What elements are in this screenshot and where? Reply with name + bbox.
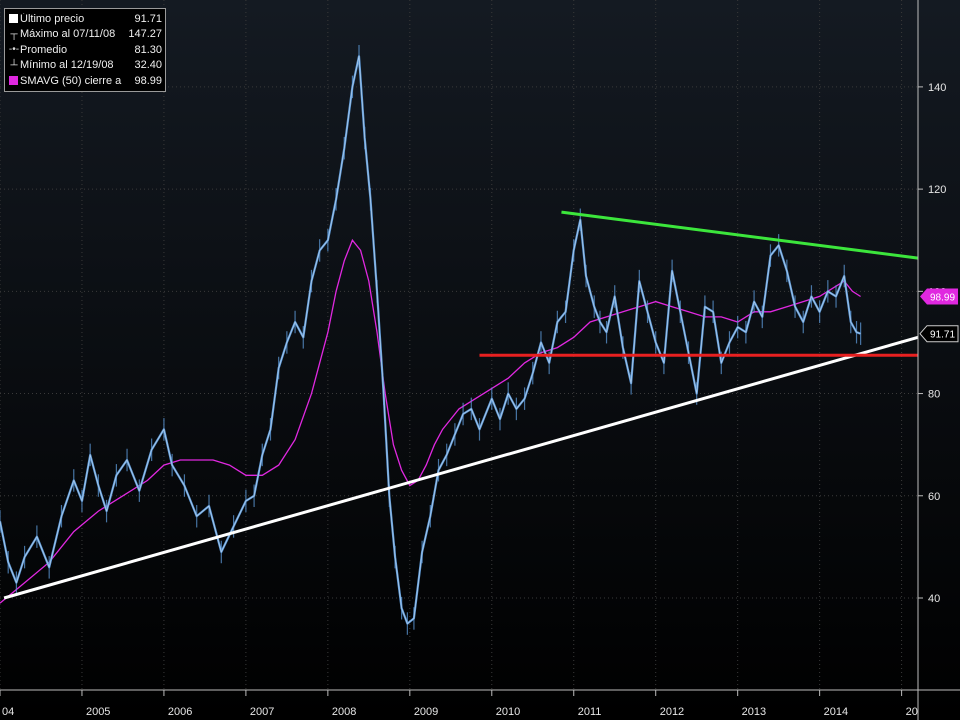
legend-value: 98.99 — [134, 74, 162, 87]
value-tag-label: 91.71 — [930, 330, 955, 341]
legend-row: -•- Promedio 81.30 — [8, 42, 162, 58]
legend-label: Último precio — [20, 12, 85, 25]
minus-box-icon — [9, 14, 18, 24]
resistance-trendline — [561, 210, 919, 260]
y-tick-label: 140 — [928, 82, 946, 94]
x-tick-label: 2009 — [414, 706, 438, 718]
x-tick-label: 2007 — [250, 706, 274, 718]
value-tag-label: 98.99 — [930, 292, 955, 303]
legend-row: ┬ Máximo al 07/11/08 147.27 — [8, 27, 162, 43]
x-tick-label: 2006 — [168, 706, 192, 718]
legend-label: Mínimo al 12/19/08 — [20, 59, 114, 72]
support-trendline — [3, 335, 919, 600]
legend-value: 32.40 — [134, 59, 162, 72]
sma-swatch-icon — [9, 76, 18, 86]
x-tick-label: 20 — [906, 706, 918, 718]
legend-row: SMAVG (50) cierre a 98.99 — [8, 73, 162, 89]
x-tick-label: 2010 — [496, 706, 520, 718]
value-tag: 98.99 — [920, 288, 958, 305]
legend-value: 91.71 — [134, 12, 162, 25]
sma-series — [0, 238, 861, 604]
x-tick-label: 2012 — [660, 706, 684, 718]
min-marker-icon: ┴ — [10, 59, 18, 71]
legend: Último precio 91.71 ┬ Máximo al 07/11/08 147… — [4, 8, 166, 92]
legend-value: 81.30 — [134, 43, 162, 56]
y-tick-label: 60 — [928, 491, 940, 503]
legend-value: 147.27 — [128, 28, 162, 41]
value-tag-box — [919, 325, 959, 343]
price-series — [0, 44, 862, 635]
legend-label: Máximo al 07/11/08 — [20, 28, 116, 41]
sma-line — [0, 238, 861, 604]
y-tick-label: 120 — [928, 184, 946, 196]
x-tick-label: 04 — [2, 706, 14, 718]
y-tick-label: 40 — [928, 593, 940, 605]
legend-row: ┴ Mínimo al 12/19/08 32.40 — [8, 58, 162, 74]
legend-label: SMAVG (50) cierre a — [20, 74, 122, 87]
legend-label: Promedio — [20, 43, 68, 56]
x-tick-label: 2005 — [86, 706, 110, 718]
value-tag-box — [920, 288, 958, 305]
price-highlight-line — [0, 55, 861, 624]
x-tick-label: 2011 — [578, 706, 602, 718]
value-tags: 98.99 91.71 — [919, 288, 959, 343]
x-tick-label: 2014 — [824, 706, 848, 718]
value-tag: 91.71 — [919, 325, 959, 343]
max-marker-icon: ┬ — [10, 28, 18, 40]
avg-marker-icon: -•- — [8, 44, 20, 56]
y-tick-label: 80 — [928, 389, 940, 401]
trendlines — [3, 210, 919, 600]
legend-row: Último precio 91.71 — [8, 11, 162, 27]
x-tick-label: 2013 — [742, 706, 766, 718]
x-tick-label: 2008 — [332, 706, 356, 718]
